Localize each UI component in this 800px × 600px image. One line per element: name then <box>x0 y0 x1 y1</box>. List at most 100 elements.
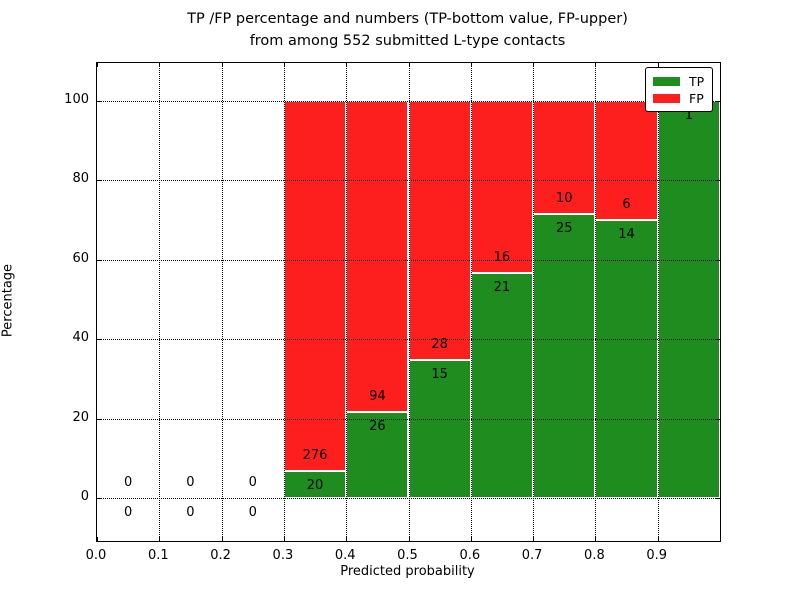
x-tick-label: 0.4 <box>334 548 356 563</box>
x-tick-label: 0.3 <box>272 548 294 563</box>
x-tick <box>221 537 223 541</box>
x-tick <box>97 537 98 541</box>
legend-swatch <box>653 94 680 103</box>
legend: TP FP <box>645 67 713 112</box>
bar-segment-tp <box>346 411 409 498</box>
chart-title-line2: from among 552 submitted L-type contacts <box>249 33 566 49</box>
x-tick-label: 0.1 <box>147 548 169 563</box>
bar-segment-fp <box>408 101 471 360</box>
legend-item: FP <box>653 90 712 107</box>
y-tick <box>97 498 101 499</box>
plot-area: 00000027620942628151621102561401 <box>96 62 721 542</box>
y-tick-label: 80 <box>72 171 89 187</box>
x-tick <box>346 537 348 541</box>
y-tick-label: 20 <box>72 409 89 425</box>
bar-label-tp: 25 <box>555 221 573 237</box>
legend-item-label: TP <box>689 74 705 89</box>
y-tick <box>97 259 101 261</box>
grid-line-v <box>159 63 161 541</box>
legend-item: TP <box>653 73 712 90</box>
bar-label-fp: 10 <box>555 191 573 207</box>
x-tick-label: 0.2 <box>210 548 231 563</box>
grid-line-v <box>408 63 410 541</box>
legend-item-label: FP <box>689 91 704 106</box>
x-tick <box>283 537 285 541</box>
grid-line-v <box>533 63 535 541</box>
y-tick-label: 60 <box>72 250 89 266</box>
x-tick <box>595 537 597 541</box>
bar-segment-tp <box>283 471 347 498</box>
y-tick <box>716 101 720 102</box>
grid-line-v <box>470 63 472 541</box>
y-tick <box>97 180 101 182</box>
y-tick-label: 100 <box>64 92 89 107</box>
x-tick <box>408 63 410 67</box>
x-axis-label: Predicted probability <box>340 564 475 579</box>
bar-label-fp: 276 <box>302 448 328 464</box>
chart-title: TP /FP percentage and numbers (TP-bottom… <box>96 8 719 52</box>
bar-label-tp: 0 <box>186 505 195 520</box>
bar-label-fp: 28 <box>431 336 448 352</box>
x-tick-label: 0.9 <box>646 548 668 563</box>
bar-label-fp: 0 <box>124 475 133 490</box>
x-tick-label: 0.6 <box>459 548 481 563</box>
bar-label-fp: 6 <box>622 197 631 213</box>
y-tick-label: 0 <box>80 489 89 504</box>
y-tick <box>97 418 101 420</box>
x-tick-label: 0.8 <box>584 548 605 563</box>
y-tick <box>716 180 720 182</box>
x-tick-label: 0.5 <box>397 548 418 563</box>
grid-line-v <box>346 63 348 541</box>
x-tick <box>657 537 659 541</box>
y-axis-label: Percentage <box>0 263 16 338</box>
bar-label-tp: 15 <box>431 366 448 382</box>
bar-segment-fp <box>470 101 534 273</box>
x-tick <box>470 63 472 67</box>
y-tick <box>97 339 101 341</box>
chart-title-line1: TP /FP percentage and numbers (TP-bottom… <box>187 11 628 27</box>
grid-line-v <box>283 63 285 541</box>
bar-label-tp: 14 <box>618 227 635 243</box>
x-tick <box>97 63 98 67</box>
bar-label-tp: 20 <box>306 478 324 494</box>
bar-segment-tp <box>533 214 596 498</box>
x-tick <box>221 63 223 67</box>
grid-line-v <box>221 63 223 541</box>
x-tick <box>283 63 285 67</box>
bar-label-tp: 21 <box>493 279 511 295</box>
bar-segment-fp <box>533 101 596 215</box>
bar-segment-fp <box>283 101 347 472</box>
y-tick-label: 40 <box>72 330 89 346</box>
x-tick <box>595 63 597 67</box>
bar-label-fp: 16 <box>493 249 511 265</box>
x-tick-label: 0.7 <box>521 548 543 563</box>
bar-label-tp: 1 <box>684 108 693 123</box>
y-tick <box>97 101 101 102</box>
x-tick <box>533 537 535 541</box>
x-tick <box>470 537 472 541</box>
x-tick <box>408 537 410 541</box>
x-tick <box>657 63 659 67</box>
grid-line-v <box>657 63 659 541</box>
legend-swatch <box>653 77 680 86</box>
y-tick <box>716 418 720 420</box>
bar-label-fp: 0 <box>186 475 195 490</box>
y-tick <box>716 339 720 341</box>
y-tick <box>716 259 720 261</box>
y-tick <box>716 498 720 499</box>
bar-label-fp: 94 <box>369 388 386 404</box>
x-tick <box>533 63 535 67</box>
bar-segment-tp <box>595 220 658 498</box>
bar-label-tp: 0 <box>124 505 133 520</box>
bar-segment-tp <box>657 101 720 498</box>
bar-segment-tp <box>470 272 534 498</box>
bar-segment-fp <box>346 101 409 412</box>
bar-label-tp: 26 <box>369 418 386 434</box>
bar-label-tp: 0 <box>248 505 257 520</box>
x-tick-label: 0.0 <box>85 548 107 563</box>
grid-line-v <box>595 63 597 541</box>
x-tick <box>346 63 348 67</box>
x-tick <box>159 63 161 67</box>
bar-label-fp: 0 <box>248 475 257 490</box>
